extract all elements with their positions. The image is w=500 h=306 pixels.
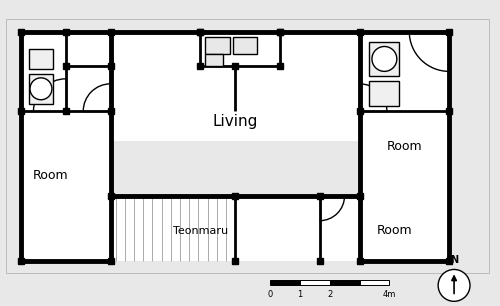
Bar [21,32,110,260]
Text: Room: Room [376,224,412,237]
Bar [270,280,300,285]
Text: N: N [450,256,458,266]
Bar [28,74,54,104]
Bar [205,54,222,66]
Text: 0: 0 [268,290,272,299]
Bar [370,42,400,76]
Circle shape [30,78,52,100]
Circle shape [372,47,397,71]
Bar [330,280,360,285]
Bar [300,280,330,285]
Text: 1: 1 [297,290,302,299]
Text: Teonmaru: Teonmaru [172,226,228,236]
Bar [205,36,230,54]
Bar [28,49,54,69]
Bar [360,280,390,285]
Text: 2: 2 [327,290,332,299]
Text: Living: Living [212,114,258,129]
Bar [370,81,400,106]
Bar [360,32,449,260]
Text: Room: Room [386,140,422,152]
Circle shape [438,270,470,301]
Bar [232,36,258,54]
Bar [110,32,360,141]
Text: 4m: 4m [382,290,396,299]
Bar [110,196,360,260]
Text: Room: Room [33,170,68,182]
